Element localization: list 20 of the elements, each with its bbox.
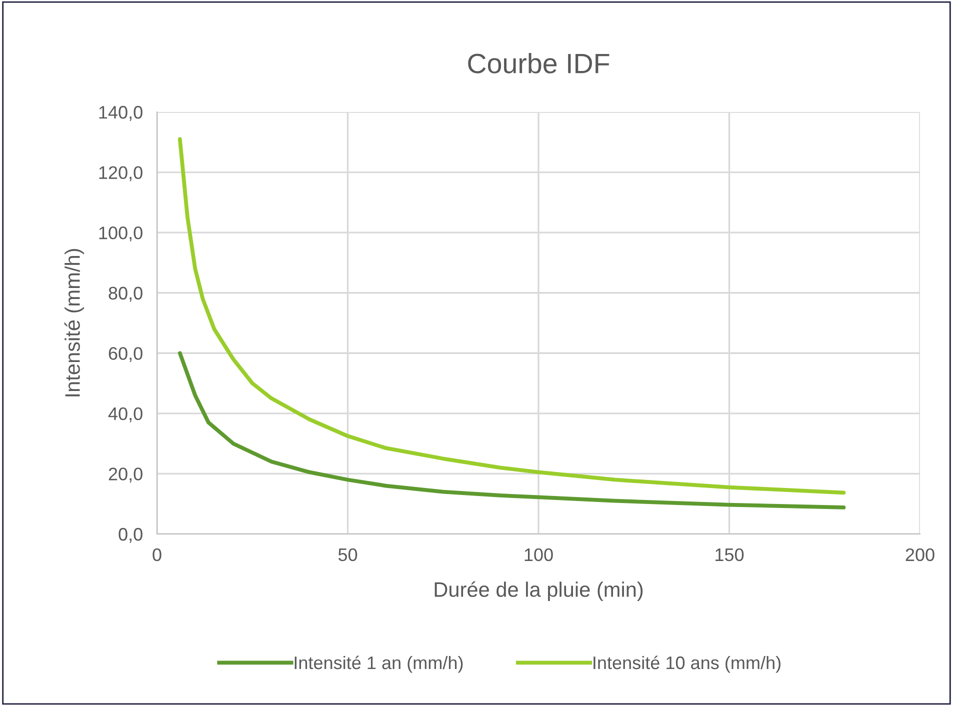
chart-title: Courbe IDF bbox=[468, 52, 610, 74]
legend-label: Intensité 1 an (mm/h) bbox=[294, 656, 463, 673]
legend-label: Intensité 10 ans (mm/h) bbox=[594, 656, 780, 673]
x-axis-title: Durée de la pluie (min) bbox=[434, 581, 643, 602]
x-tick-label: 100 bbox=[524, 548, 553, 562]
x-tick-label: 150 bbox=[716, 548, 744, 562]
y-tick-label: 0,0 bbox=[118, 528, 142, 543]
x-tick-label: 200 bbox=[906, 548, 934, 562]
y-tick-label: 40,0 bbox=[108, 407, 142, 422]
x-tick-label: 50 bbox=[338, 548, 358, 562]
y-tick-label: 60,0 bbox=[108, 347, 142, 362]
y-tick-label: 120,0 bbox=[99, 166, 142, 182]
y-tick-label: 140,0 bbox=[99, 106, 142, 121]
x-tick-label: 0 bbox=[152, 548, 162, 562]
y-tick-label: 20,0 bbox=[108, 468, 142, 483]
line-series bbox=[178, 351, 846, 510]
line-series bbox=[178, 137, 846, 495]
y-tick-label: 80,0 bbox=[108, 286, 142, 302]
y-tick-label: 100,0 bbox=[99, 226, 142, 242]
y-axis-title: Intensité (mm/h) bbox=[64, 249, 84, 396]
